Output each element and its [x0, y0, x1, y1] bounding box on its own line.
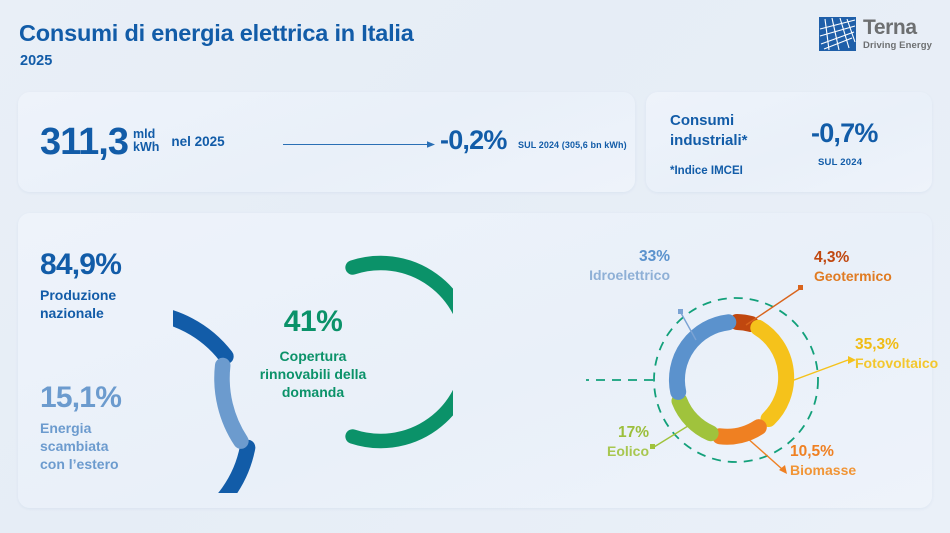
consumption-card: 311,3 mld kWh nel 2025 -0,2% SUL 2024 (3…	[18, 92, 635, 192]
terna-logo-text: Terna Driving Energy	[863, 17, 932, 51]
mix-name-fotovoltaico: Fotovoltaico	[855, 354, 939, 371]
mix-segment-geotermico	[729, 314, 759, 332]
consumption-unit: mld kWh	[133, 126, 160, 157]
donut-segment-foreign-exchange	[214, 357, 249, 449]
page-year: 2025	[20, 53, 53, 69]
arrow-right-icon	[283, 141, 435, 148]
mix-pct-biomasse: 10,5%	[790, 443, 834, 460]
mix-name-eolico: Eolico	[606, 442, 649, 459]
callout-idroelettrico	[678, 309, 697, 341]
mix-pct-eolico: 17%	[617, 424, 649, 441]
industrial-card: Consumi industriali* *Indice IMCEI -0,7% …	[646, 92, 932, 192]
mix-segment-idroelettrico	[668, 314, 737, 400]
industrial-label: Consumi industriali*	[670, 112, 748, 150]
callout-geotermico	[745, 285, 803, 326]
stat-exchange-label: Energia scambiata con l’estero	[40, 420, 119, 472]
mix-label-idroelettrico: 33% Idroelettrico	[540, 248, 670, 284]
mix-name-biomasse: Biomasse	[790, 461, 857, 478]
renewable-coverage-label: Copertura rinnovabili della domanda	[259, 348, 367, 401]
mix-pct-geotermico: 4,3%	[814, 249, 850, 266]
consumption-delta: -0,2%	[440, 125, 507, 155]
mix-name-geotermico: Geotermico	[814, 267, 892, 284]
mix-segment-biomasse	[712, 419, 767, 445]
demand-coverage-donut-chart	[173, 255, 453, 493]
industrial-note: SUL 2024	[818, 157, 863, 168]
callout-biomasse	[745, 436, 787, 474]
callout-fotovoltaico	[785, 356, 856, 384]
dashed-boundary-circle	[653, 297, 819, 463]
stat-national-production: 84,9% Produzione nazionale	[40, 248, 122, 323]
main-chart-card: 84,9% Produzione nazionale 15,1% Energia s…	[18, 213, 938, 508]
mix-label-biomasse: 10,5% Biomasse	[790, 443, 856, 479]
mix-label-geotermico: 4,3% Geotermico	[814, 249, 892, 285]
consumption-unit-line1: mld	[133, 126, 156, 141]
terna-logo: Terna Driving Energy	[819, 17, 932, 51]
terna-grid-icon	[819, 17, 857, 51]
terna-wordmark: Terna	[863, 16, 917, 40]
terna-tagline: Driving Energy	[863, 40, 932, 52]
consumption-unit-line2: kWh	[133, 140, 160, 154]
page-title: Consumi di energia elettrica in Italia	[19, 20, 414, 46]
consumption-note: SUL 2024 (305,6 bn kWh)	[518, 140, 627, 150]
stat-exchange-value: 15,1%	[40, 381, 122, 414]
mix-segment-fotovoltaico	[750, 319, 795, 427]
stat-national-label: Produzione nazionale	[40, 287, 117, 321]
mix-name-idroelettrico: Idroelettrico	[589, 266, 670, 283]
page-header: Consumi di energia elettrica in Italia 2…	[0, 0, 950, 92]
renewable-mix-donut-chart	[586, 285, 856, 474]
mix-pct-idroelettrico: 33%	[638, 248, 670, 265]
industrial-delta: -0,7%	[811, 118, 878, 148]
renewable-coverage-pct: 41%	[283, 305, 343, 338]
donut-segment-national-production	[173, 310, 256, 493]
mix-label-eolico: 17% Eolico	[589, 424, 649, 460]
industrial-footnote: *Indice IMCEI	[670, 165, 743, 177]
stat-national-value: 84,9%	[40, 248, 122, 281]
consumption-value: 311,3	[40, 120, 129, 163]
mix-label-fotovoltaico: 35,3% Fotovoltaico	[855, 336, 938, 372]
mix-pct-fotovoltaico: 35,3%	[855, 336, 899, 353]
mix-segment-eolico	[671, 393, 719, 442]
callout-eolico	[650, 420, 697, 449]
donut-arc-renewable-coverage	[345, 255, 453, 449]
consumption-period: nel 2025	[171, 134, 225, 149]
stat-foreign-exchange: 15,1% Energia scambiata con l’estero	[40, 381, 122, 474]
consumption-headline: 311,3 mld kWh nel 2025	[40, 92, 225, 192]
